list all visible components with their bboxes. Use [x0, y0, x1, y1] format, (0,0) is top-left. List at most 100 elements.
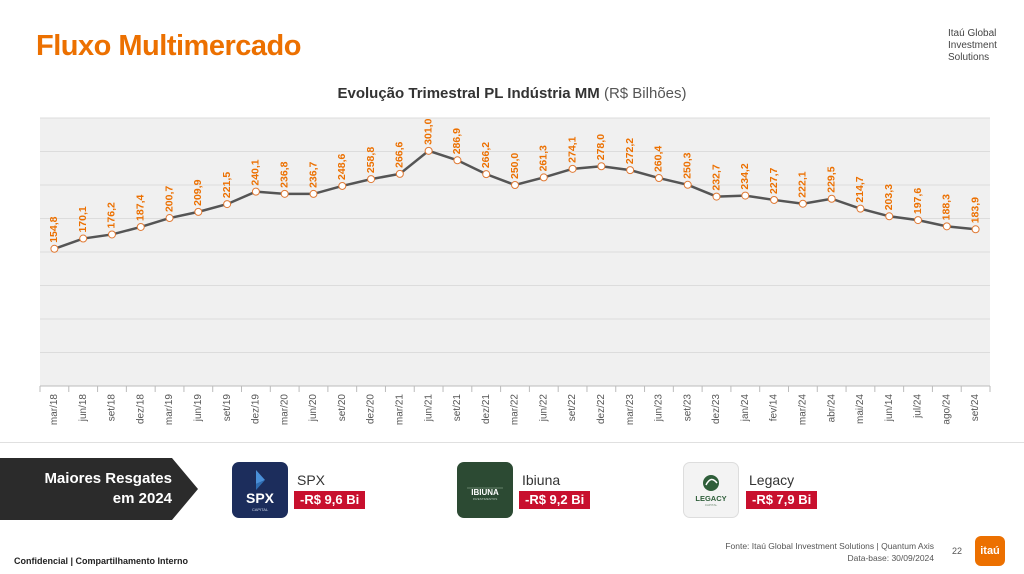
data-label: 229,5 — [825, 166, 837, 192]
data-point — [338, 181, 347, 190]
fund-name-spx: SPX — [297, 472, 326, 488]
page-number: 22 — [952, 546, 963, 556]
x-tick-label: jun/18 — [78, 394, 89, 423]
data-point — [770, 195, 779, 204]
data-point — [107, 230, 116, 239]
data-point — [741, 191, 750, 200]
data-label: 250,3 — [682, 152, 694, 178]
data-label: 227,7 — [768, 168, 780, 194]
x-tick-label: mar/22 — [510, 394, 521, 426]
source-note: Fonte: Itaú Global Investment Solutions … — [725, 540, 934, 564]
data-point — [136, 222, 145, 231]
data-label: 197,6 — [912, 188, 924, 214]
data-label: 286,9 — [451, 128, 463, 154]
legacy-logo: LEGACY CAPITAL — [683, 462, 739, 518]
data-label: 274,1 — [566, 136, 578, 162]
x-tick-label: set/24 — [970, 394, 981, 422]
x-tick-label: mar/24 — [798, 394, 809, 426]
x-tick-label: set/21 — [452, 394, 463, 422]
data-label: 266,2 — [480, 142, 492, 168]
data-point — [482, 170, 491, 179]
data-point — [568, 164, 577, 173]
data-label: 236,7 — [307, 161, 319, 187]
line-chart: mar/18 jun/18 set/18 dez/18 mar/19 jun/19 set/… — [39, 117, 991, 426]
x-tick-label: jun/21 — [423, 394, 434, 423]
x-tick-label: mar/19 — [164, 394, 175, 426]
x-tick-label: dez/23 — [711, 394, 722, 424]
data-point — [453, 156, 462, 165]
x-tick-label: mai/24 — [855, 394, 866, 424]
x-tick-label: set/19 — [222, 394, 233, 422]
data-label: 203,3 — [883, 184, 895, 210]
page-title: Fluxo Multimercado — [36, 30, 301, 62]
x-tick-label: dez/19 — [251, 394, 262, 424]
data-point — [597, 162, 606, 171]
data-point — [914, 216, 923, 225]
data-label: 272,2 — [624, 138, 636, 164]
x-tick-label: set/20 — [337, 394, 348, 422]
fund-name-ibiuna: Ibiuna — [522, 472, 561, 488]
x-tick-label: mar/23 — [625, 394, 636, 426]
data-point — [511, 181, 519, 189]
data-label: 214,7 — [854, 176, 866, 202]
data-label: 209,9 — [192, 179, 204, 205]
x-tick-label: jun/22 — [538, 394, 549, 423]
banner-line-1: Maiores Resgates — [44, 470, 172, 487]
divider — [0, 442, 1024, 443]
data-point — [395, 169, 404, 178]
data-point — [251, 187, 260, 196]
x-tick-label: jan/24 — [740, 394, 751, 423]
data-label: 234,2 — [739, 163, 751, 189]
data-label: 176,2 — [106, 202, 118, 228]
data-point — [223, 200, 232, 209]
fund-value-ibiuna: -R$ 9,2 Bi — [519, 491, 591, 509]
fund-value-spx: -R$ 9,6 Bi — [294, 491, 366, 509]
x-tick-label: mar/20 — [279, 394, 290, 426]
x-tick-label: dez/22 — [596, 394, 607, 424]
data-point — [827, 194, 836, 203]
x-tick-label: set/22 — [567, 394, 578, 422]
fund-value-legacy: -R$ 7,9 Bi — [746, 491, 818, 509]
legacy-logo-sub: CAPITAL — [705, 503, 718, 507]
data-point — [165, 214, 174, 223]
x-tick-label: fev/14 — [769, 394, 780, 422]
x-tick-label: dez/21 — [481, 394, 492, 424]
x-tick-label: jun/14 — [884, 394, 895, 423]
data-label: 261,3 — [538, 145, 550, 171]
data-point — [539, 173, 548, 182]
ibiuna-logo: IBIUNA INVESTIMENTOS — [457, 462, 513, 518]
data-label: 301,0 — [422, 118, 434, 144]
data-point — [367, 175, 376, 184]
data-point — [885, 212, 894, 221]
data-point — [309, 189, 318, 198]
x-tick-label: jun/20 — [308, 394, 319, 423]
data-point — [683, 180, 692, 189]
data-point — [79, 234, 88, 243]
data-point — [712, 192, 721, 201]
data-point — [971, 225, 980, 234]
data-label: 188,3 — [941, 194, 953, 220]
data-label: 260,4 — [653, 146, 665, 172]
x-tick-label: mar/21 — [394, 394, 405, 426]
x-tick-label: abr/24 — [826, 394, 837, 423]
x-tick-label: dez/20 — [366, 394, 377, 424]
legacy-logo-text: LEGACY — [695, 494, 726, 503]
spx-logo: SPX CAPITAL — [232, 462, 288, 518]
ibiuna-logo-sub: INVESTIMENTOS — [473, 497, 497, 501]
chart-title-wrapper: Evolução Trimestral PL Indústria MM (R$ … — [0, 85, 1024, 102]
data-label: 222,1 — [797, 171, 809, 197]
fund-name-legacy: Legacy — [749, 472, 795, 488]
confidential-note: Confidencial | Compartilhamento Interno — [14, 556, 189, 566]
data-point — [654, 174, 663, 183]
data-label: 258,8 — [365, 147, 377, 173]
x-tick-label: mar/18 — [49, 394, 60, 426]
chart-title: Evolução Trimestral PL Indústria MM — [337, 85, 600, 102]
data-point — [280, 189, 289, 198]
itau-logo: itaú — [975, 536, 1005, 566]
ibiuna-logo-text: IBIUNA — [471, 488, 499, 497]
data-label: 236,8 — [278, 161, 290, 187]
data-point — [798, 199, 807, 208]
data-label: 232,7 — [710, 164, 722, 190]
x-tick-label: jun/23 — [654, 394, 665, 423]
data-point — [194, 207, 203, 216]
